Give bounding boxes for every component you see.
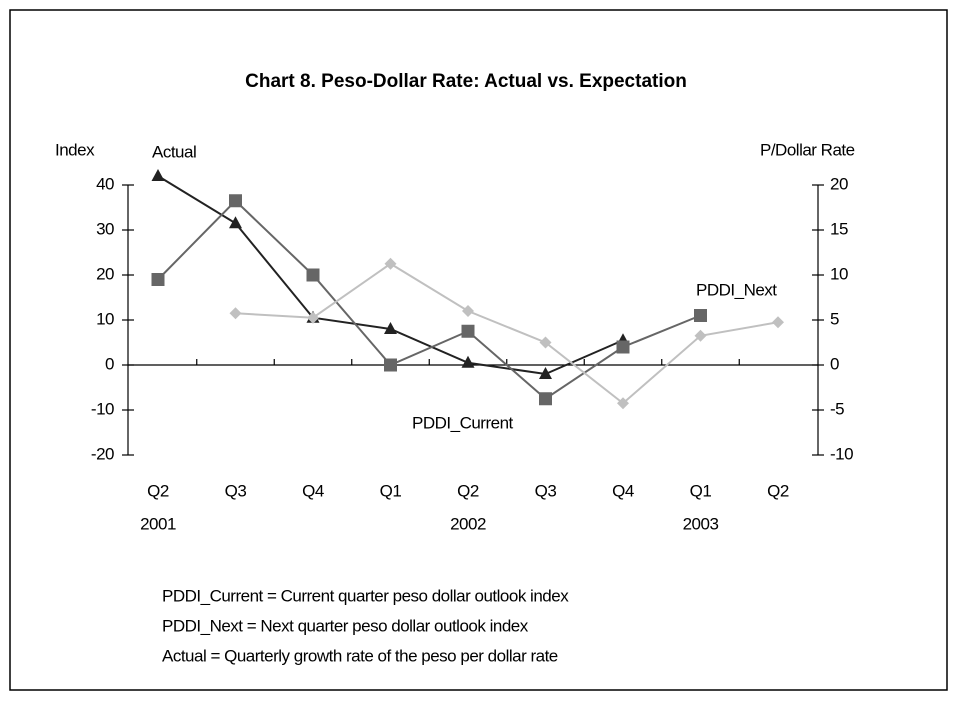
marker xyxy=(229,307,242,320)
marker xyxy=(229,216,242,229)
marker xyxy=(307,311,319,324)
series-line xyxy=(157,175,624,376)
note: Actual = Quarterly growth rate of the pe… xyxy=(162,646,558,665)
frame xyxy=(9,9,948,691)
marker xyxy=(384,358,397,372)
series-line xyxy=(157,199,701,401)
chart-title: Chart 8. Peso-Dollar Rate: Actual vs. Ex… xyxy=(245,71,687,92)
marker xyxy=(462,305,474,317)
x-tick-label: Q1 xyxy=(380,481,402,500)
y2-tick-label: 0 xyxy=(830,354,839,373)
y-tick-label: 40 xyxy=(96,174,114,193)
year-label: 2002 xyxy=(450,514,486,533)
marker xyxy=(616,340,630,354)
marker xyxy=(461,324,475,338)
y2-tick-label: 10 xyxy=(830,264,848,283)
marker xyxy=(151,273,165,286)
y-tick-label: -20 xyxy=(91,444,114,463)
marker xyxy=(772,316,784,329)
x-tick-label: Q2 xyxy=(457,481,479,500)
marker xyxy=(151,169,165,181)
marker xyxy=(694,329,707,342)
y2-tick-label: 20 xyxy=(830,174,848,193)
marker xyxy=(306,268,320,282)
marker xyxy=(461,355,475,368)
note: PDDI_Next = Next quarter peso dollar out… xyxy=(162,616,529,635)
marker xyxy=(384,322,397,334)
marker xyxy=(384,257,397,270)
x-tick-label: Q2 xyxy=(767,481,789,500)
y-axis-label: Index xyxy=(55,140,95,159)
y-tick-label: 20 xyxy=(96,264,114,283)
series-label: Actual xyxy=(152,142,196,161)
year-label: 2003 xyxy=(683,514,719,533)
marker xyxy=(694,309,707,322)
marker xyxy=(539,336,552,349)
y2-tick-label: -5 xyxy=(830,399,844,418)
marker xyxy=(539,367,552,379)
x-tick-label: Q2 xyxy=(147,481,169,500)
y-tick-label: -10 xyxy=(91,399,114,418)
y-tick-label: 30 xyxy=(96,219,114,238)
x-tick-label: Q3 xyxy=(225,481,247,500)
series-label: PDDI_Next xyxy=(696,280,777,299)
x-tick-label: Q4 xyxy=(302,481,324,500)
x-tick-label: Q3 xyxy=(535,481,557,500)
y-tick-label: 0 xyxy=(105,354,114,373)
y-tick-label: 10 xyxy=(96,309,114,328)
marker xyxy=(617,397,629,410)
y2-tick-label: 15 xyxy=(830,219,848,238)
marker xyxy=(539,392,552,406)
series-line xyxy=(235,262,779,405)
note: PDDI_Current = Current quarter peso doll… xyxy=(162,586,569,605)
x-tick-label: Q1 xyxy=(690,481,712,500)
year-label: 2001 xyxy=(140,514,176,533)
y2-tick-label: -10 xyxy=(830,444,853,463)
marker xyxy=(229,194,242,208)
x-tick-label: Q4 xyxy=(612,481,634,500)
series-label: PDDI_Current xyxy=(412,413,514,432)
y2-tick-label: 5 xyxy=(830,309,839,328)
y2-axis-label: P/Dollar Rate xyxy=(760,140,855,159)
